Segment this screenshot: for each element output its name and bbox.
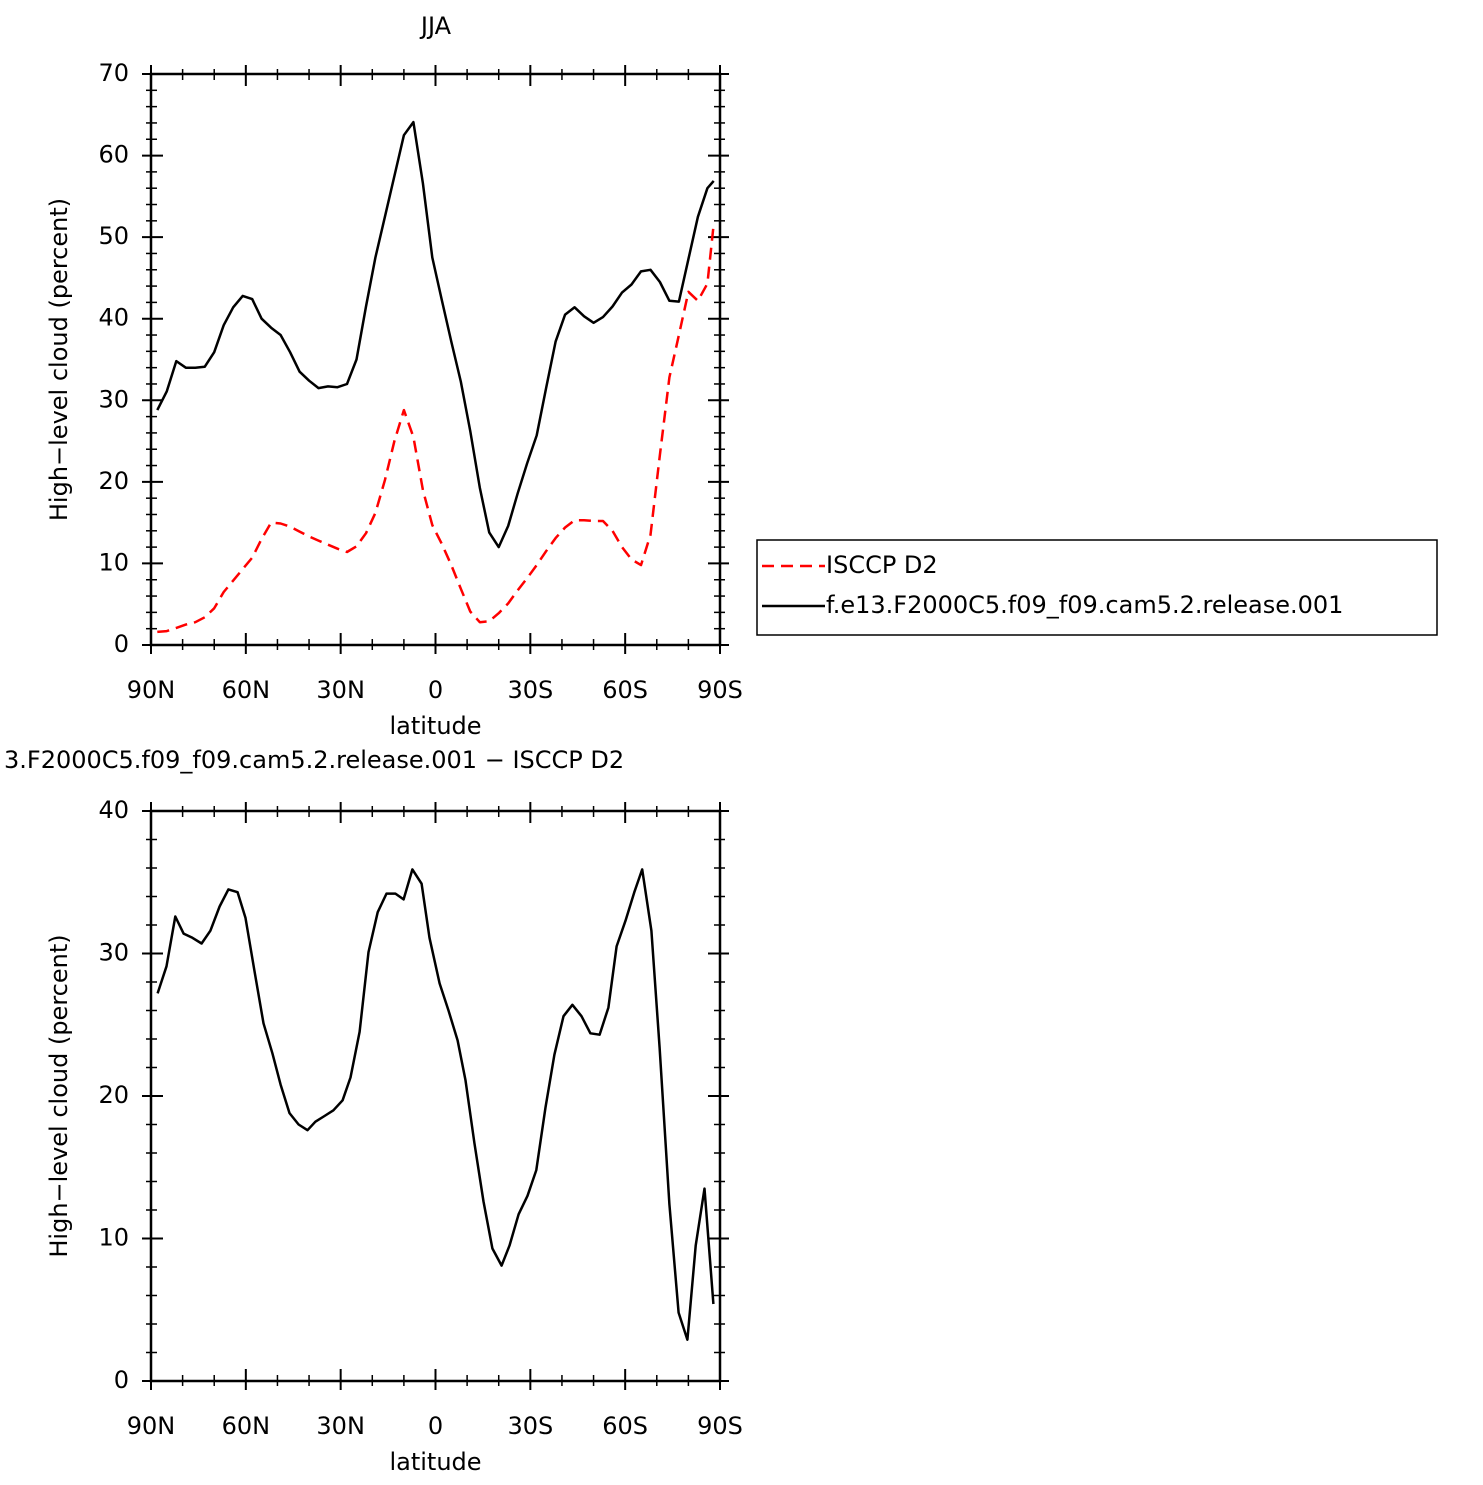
y-tick-label: 60 [98,141,129,169]
y-tick-label: 40 [98,304,129,332]
x-tick-label: 0 [428,1412,443,1440]
y-axis-label: High−level cloud (percent) [45,198,73,521]
x-tick-label: 30N [316,676,365,704]
x-tick-label: 30S [507,676,553,704]
y-tick-label: 40 [98,796,129,824]
data-line [157,223,715,634]
x-tick-label: 90S [697,1412,743,1440]
data-line [156,120,715,549]
y-tick-label: 10 [98,1224,129,1252]
x-axis-label: latitude [389,712,481,740]
y-tick-label: 20 [98,1081,129,1109]
y-tick-label: 0 [114,630,129,658]
plot-frame [149,72,722,647]
plot-frame [149,809,722,1383]
x-tick-label: 60N [222,676,271,704]
y-tick-label: 30 [98,385,129,413]
x-tick-label: 90N [127,676,176,704]
x-tick-label: 30S [507,1412,553,1440]
y-tick-label: 50 [98,222,129,250]
y-tick-label: 70 [98,59,129,87]
legend-label: f.e13.F2000C5.f09_f09.cam5.2.release.001 [826,591,1343,619]
y-tick-label: 10 [98,548,129,576]
legend-box [756,539,1438,636]
x-tick-label: 30N [316,1412,365,1440]
x-tick-label: 90S [697,676,743,704]
y-tick-label: 30 [98,939,129,967]
x-axis-label: latitude [389,1448,481,1476]
chart-title: 3.F2000C5.f09_f09.cam5.2.release.001 − I… [4,746,624,774]
y-tick-label: 0 [114,1366,129,1394]
x-tick-label: 90N [127,1412,176,1440]
x-tick-label: 0 [428,676,443,704]
y-tick-label: 20 [98,467,129,495]
data-line [156,868,715,1341]
y-axis-label: High−level cloud (percent) [45,934,73,1257]
x-tick-label: 60S [602,1412,648,1440]
chart-title: JJA [419,12,452,40]
x-tick-label: 60N [222,1412,271,1440]
legend-label: ISCCP D2 [826,551,938,579]
x-tick-label: 60S [602,676,648,704]
